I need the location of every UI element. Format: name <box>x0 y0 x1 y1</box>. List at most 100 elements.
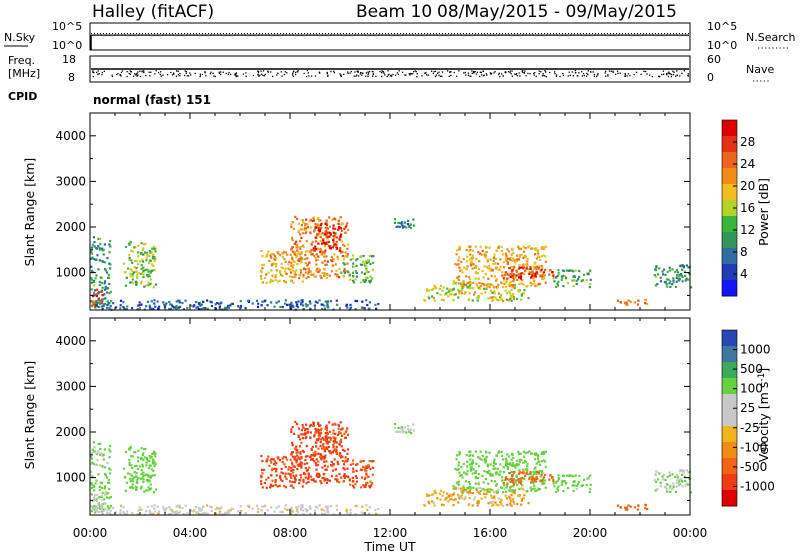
nave-point <box>607 75 609 77</box>
nave-point <box>494 71 496 73</box>
echo-cell <box>499 258 502 261</box>
nave-point <box>505 71 507 73</box>
echo-cell <box>343 271 346 275</box>
echo-cell <box>92 236 95 239</box>
echo-cell <box>661 270 664 273</box>
nave-point <box>189 72 191 74</box>
echo-cell <box>140 508 143 511</box>
echo-cell <box>312 454 315 457</box>
echo-cell <box>501 476 504 479</box>
echo-cell <box>323 457 326 460</box>
echo-cell <box>122 467 126 470</box>
echo-cell <box>325 429 328 432</box>
echo-cell <box>517 479 520 482</box>
echo-cell <box>265 255 268 258</box>
echo-cell <box>283 280 286 283</box>
echo-cell <box>509 257 512 260</box>
echo-cell <box>512 297 515 301</box>
echo-cell <box>501 249 504 253</box>
echo-cell <box>246 299 249 302</box>
echo-cell <box>108 307 111 310</box>
echo-cell <box>304 437 307 440</box>
echo-cell <box>95 305 98 308</box>
echo-cell <box>282 455 285 459</box>
echo-cell <box>523 250 526 253</box>
echo-cell <box>529 472 532 476</box>
echo-cell <box>313 255 316 258</box>
echo-cell <box>460 292 463 295</box>
echo-cell <box>281 274 284 278</box>
nave-point <box>464 71 466 74</box>
echo-cell <box>122 506 125 509</box>
echo-cell <box>265 486 268 489</box>
echo-cell <box>275 467 278 470</box>
echo-cell <box>502 261 505 264</box>
echo-cell <box>538 283 541 286</box>
echo-cell <box>135 266 138 270</box>
nave-point <box>155 70 157 72</box>
echo-cell <box>672 482 675 485</box>
nave-point <box>616 70 619 72</box>
echo-cell <box>305 423 308 426</box>
echo-cell <box>335 236 338 239</box>
echo-cell <box>139 252 143 255</box>
echo-cell <box>578 269 581 273</box>
nave-point <box>516 75 519 77</box>
echo-cell <box>665 278 668 281</box>
echo-cell <box>106 306 109 309</box>
echo-cell <box>321 251 324 254</box>
echo-cell <box>324 273 327 277</box>
echo-cell <box>441 289 444 292</box>
echo-cell <box>515 459 519 462</box>
range-tick-label: 2000 <box>55 220 86 234</box>
echo-cell <box>509 284 512 287</box>
echo-cell <box>275 256 278 259</box>
echo-cell <box>511 470 515 474</box>
echo-cell <box>273 460 276 463</box>
echo-cell <box>457 464 460 467</box>
echo-cell <box>407 219 410 222</box>
echo-cell <box>310 243 313 246</box>
echo-cell <box>275 470 278 473</box>
echo-cell <box>309 458 313 461</box>
echo-cell <box>99 302 102 305</box>
nave-point <box>235 72 238 74</box>
echo-cell <box>305 240 308 243</box>
echo-cell <box>322 473 325 476</box>
echo-cell <box>498 473 501 476</box>
nave-point <box>414 70 416 72</box>
echo-cell <box>505 279 509 282</box>
echo-cell <box>278 254 282 257</box>
echo-cell <box>332 240 335 244</box>
echo-cell <box>206 512 209 515</box>
echo-cell <box>511 257 515 260</box>
echo-cell <box>321 436 324 439</box>
echo-cell <box>687 483 690 486</box>
echo-cell <box>91 269 94 273</box>
echo-cell <box>524 247 527 250</box>
echo-cell <box>463 497 466 500</box>
echo-cell <box>284 267 287 270</box>
echo-cell <box>469 283 472 286</box>
echo-cell <box>95 479 98 482</box>
colorbar-tick-label: 20 <box>740 179 755 193</box>
echo-cell <box>475 282 478 285</box>
echo-cell <box>303 433 306 436</box>
nave-point <box>379 70 381 73</box>
echo-cell <box>107 506 110 509</box>
nave-tick-top: 60 <box>707 53 721 66</box>
echo-cell <box>348 479 351 482</box>
echo-cell <box>182 308 185 311</box>
echo-cell <box>336 433 340 437</box>
echo-cell <box>548 273 551 276</box>
echo-cell <box>186 307 189 310</box>
echo-cell <box>108 467 111 470</box>
echo-cell <box>290 264 293 267</box>
echo-cell <box>365 261 369 264</box>
echo-cell <box>664 273 667 276</box>
echo-cell <box>332 224 335 227</box>
echo-cell <box>327 306 330 309</box>
echo-cell <box>153 245 156 248</box>
echo-cell <box>462 280 465 283</box>
echo-cell <box>663 485 666 489</box>
